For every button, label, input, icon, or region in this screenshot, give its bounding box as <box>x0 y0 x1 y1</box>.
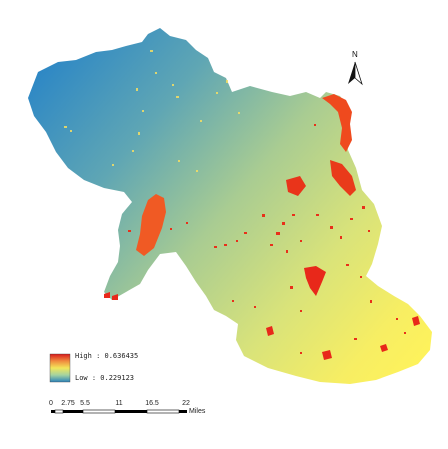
legend-color-ramp <box>49 353 71 383</box>
scale-tick-label: 2.75 <box>61 400 75 407</box>
north-arrow-label: N <box>352 50 358 59</box>
basin-surface <box>28 28 432 384</box>
legend-low-label: Low : 0.229123 <box>75 374 135 382</box>
scale-tick-label: 22 <box>182 400 190 407</box>
hotspot-east-cluster <box>330 160 356 196</box>
scale-tick-label: 5.5 <box>80 400 90 407</box>
hotspot-northeast-ridge <box>322 94 352 152</box>
scale-unit-label: Miles <box>189 408 206 415</box>
scale-tick-label: 0 <box>49 400 53 407</box>
hotspot-speckles <box>128 124 406 354</box>
hotspot-mid-cluster <box>286 176 306 196</box>
scale-tick-label: 16.5 <box>145 400 159 407</box>
north-arrow-icon <box>348 61 363 86</box>
light-speckles <box>64 50 240 172</box>
hotspot-central <box>304 266 326 296</box>
scale-tick-label: 11 <box>115 400 123 407</box>
hotspot-patches <box>104 94 420 360</box>
hotspot-west-lobe <box>136 194 166 256</box>
scale-bar <box>51 409 187 414</box>
legend-high-label: High : 0.636435 <box>75 352 139 360</box>
